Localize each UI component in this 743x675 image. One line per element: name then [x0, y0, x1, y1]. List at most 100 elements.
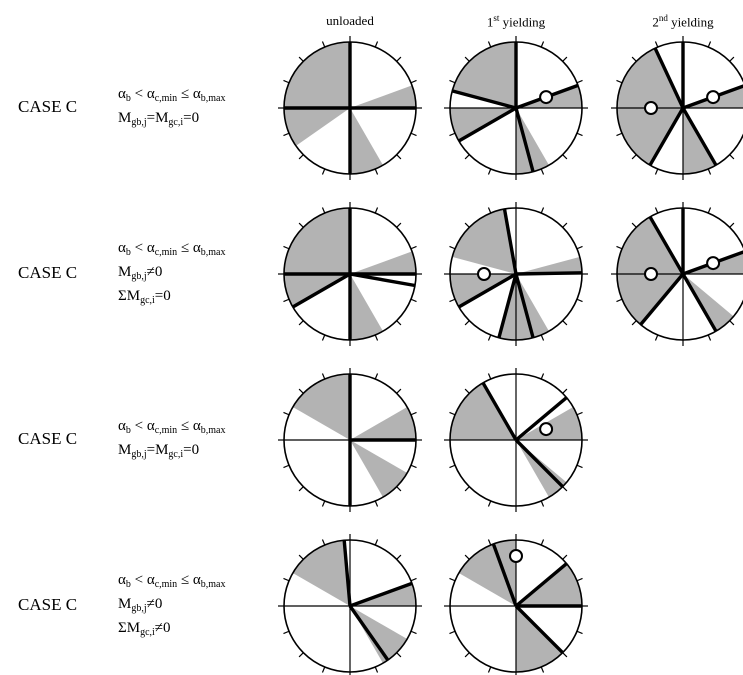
tick-mark — [562, 56, 568, 62]
shaded-sector — [292, 373, 350, 440]
tick-mark — [283, 79, 290, 84]
hinge-circle — [477, 267, 491, 281]
hinge-circle — [539, 422, 554, 437]
tick-mark — [487, 666, 492, 673]
condition-line: αb < αc,min ≤ αb,max — [118, 572, 226, 590]
condition-line: αb < αc,min ≤ αb,max — [118, 418, 226, 436]
hinge-circle — [539, 90, 554, 105]
tick-mark — [298, 222, 304, 228]
hinge-circle — [644, 267, 658, 281]
tick-mark — [464, 154, 470, 160]
tick-mark — [283, 132, 290, 137]
hinge-circle — [706, 90, 721, 105]
shaded-sector — [350, 440, 408, 498]
shaded-sector — [617, 108, 683, 166]
tick-mark — [396, 222, 402, 228]
hinge-circle — [644, 101, 658, 115]
tick-mark — [321, 207, 326, 214]
thick-ray — [457, 272, 517, 309]
case-label: CASE C — [18, 429, 78, 448]
tick-mark — [321, 168, 326, 175]
shaded-sector — [617, 216, 683, 274]
tick-mark — [464, 554, 470, 560]
tick-mark — [283, 245, 290, 250]
tick-mark — [576, 298, 583, 303]
tick-mark — [707, 207, 712, 214]
shaded-sector — [283, 108, 350, 146]
tick-mark — [540, 334, 545, 341]
shaded-sector — [284, 42, 350, 108]
tick-mark — [576, 577, 583, 582]
shaded-sector — [458, 540, 516, 606]
tick-mark — [410, 411, 417, 416]
thick-ray — [653, 47, 685, 109]
tick-mark — [487, 41, 492, 48]
condition-line: ΣMgc,i≠0 — [118, 620, 171, 638]
thick-ray — [681, 107, 718, 167]
shaded-sector — [350, 606, 408, 664]
tick-mark — [576, 132, 583, 137]
tick-mark — [576, 630, 583, 635]
thick-ray — [514, 396, 568, 442]
tick-mark — [464, 486, 470, 492]
tick-mark — [396, 154, 402, 160]
tick-mark — [283, 411, 290, 416]
case-label: CASE C — [18, 595, 78, 614]
shaded-sector — [350, 108, 383, 175]
shaded-sector — [516, 108, 549, 175]
tick-mark — [410, 79, 417, 84]
shaded-sector — [350, 85, 416, 108]
tick-mark — [298, 154, 304, 160]
shaded-sector — [516, 563, 582, 606]
thick-ray — [514, 273, 535, 339]
thick-ray — [514, 438, 564, 488]
condition-line: ΣMgc,i=0 — [118, 288, 171, 306]
tick-mark — [374, 168, 379, 175]
tick-mark — [729, 56, 735, 62]
tick-mark — [654, 168, 659, 175]
tick-mark — [654, 207, 659, 214]
thick-ray — [514, 604, 564, 654]
thick-ray — [481, 381, 518, 441]
tick-mark — [396, 388, 402, 394]
thick-ray — [502, 208, 518, 275]
thick-ray — [349, 272, 416, 288]
tick-mark — [540, 168, 545, 175]
tick-mark — [321, 334, 326, 341]
tick-mark — [631, 320, 637, 326]
tick-mark — [374, 207, 379, 214]
tick-mark — [283, 298, 290, 303]
tick-mark — [631, 222, 637, 228]
tick-mark — [449, 298, 456, 303]
tick-mark — [283, 464, 290, 469]
tick-mark — [707, 334, 712, 341]
tick-mark — [374, 41, 379, 48]
condition-line: Mgb,j≠0 — [118, 264, 163, 282]
thick-ray — [349, 581, 413, 608]
shaded-sector — [350, 274, 383, 341]
thick-ray — [648, 215, 685, 275]
column-header-0: unloaded — [326, 13, 374, 28]
tick-mark — [464, 56, 470, 62]
tick-mark — [396, 554, 402, 560]
tick-mark — [729, 154, 735, 160]
tick-mark — [374, 373, 379, 380]
thick-ray — [514, 562, 568, 608]
tick-mark — [396, 652, 402, 658]
tick-mark — [298, 320, 304, 326]
shaded-sector — [516, 606, 563, 672]
tick-mark — [631, 154, 637, 160]
tick-mark — [298, 486, 304, 492]
tick-mark — [707, 41, 712, 48]
shaded-sector — [452, 41, 516, 108]
tick-mark — [540, 207, 545, 214]
tick-mark — [562, 222, 568, 228]
tick-mark — [410, 298, 417, 303]
tick-mark — [374, 666, 379, 673]
tick-mark — [298, 388, 304, 394]
tick-mark — [449, 79, 456, 84]
case-label: CASE C — [18, 97, 78, 116]
tick-mark — [298, 554, 304, 560]
tick-mark — [374, 500, 379, 507]
